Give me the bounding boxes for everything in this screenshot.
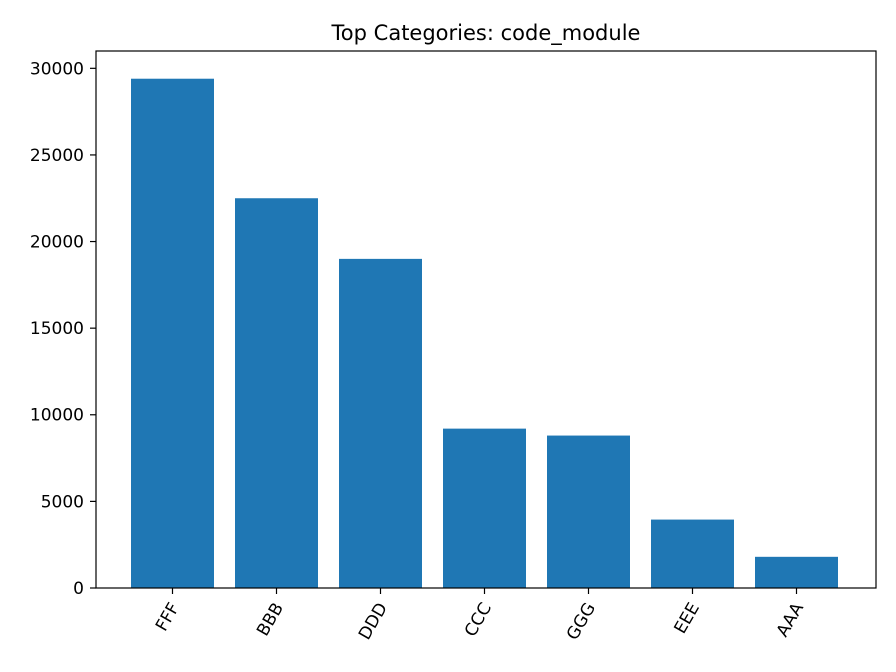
- bar-ddd: [339, 258, 422, 588]
- x-tick-label: EEE: [671, 599, 704, 637]
- bar-fff: [131, 78, 214, 588]
- bar-ggg: [547, 435, 630, 588]
- x-tick-label: FFF: [152, 599, 184, 634]
- y-tick-label: 15000: [30, 319, 84, 339]
- x-tick-label: BBB: [253, 599, 288, 639]
- bars-group: [131, 78, 838, 588]
- y-tick-label: 20000: [30, 232, 84, 252]
- x-tick-label: AAA: [773, 599, 808, 640]
- y-tick-label: 30000: [30, 59, 84, 79]
- chart-title: Top Categories: code_module: [331, 21, 641, 46]
- y-tick-label: 25000: [30, 146, 84, 166]
- x-axis: FFF BBB DDD CCC GGG EEE AAA: [152, 588, 808, 644]
- bar-ccc: [443, 428, 526, 588]
- y-tick-label: 0: [73, 579, 84, 599]
- bar-bbb: [235, 198, 318, 588]
- plot-area-frame: [95, 50, 877, 589]
- y-tick-label: 10000: [30, 406, 84, 426]
- x-tick-label: CCC: [461, 599, 496, 640]
- bar-eee: [651, 519, 734, 588]
- x-tick-label: DDD: [355, 599, 392, 643]
- y-tick-label: 5000: [41, 492, 84, 512]
- bar-aaa: [755, 556, 838, 588]
- y-axis: 0 5000 10000 15000 20000 25000 30000: [30, 59, 96, 599]
- x-tick-label: GGG: [563, 599, 600, 643]
